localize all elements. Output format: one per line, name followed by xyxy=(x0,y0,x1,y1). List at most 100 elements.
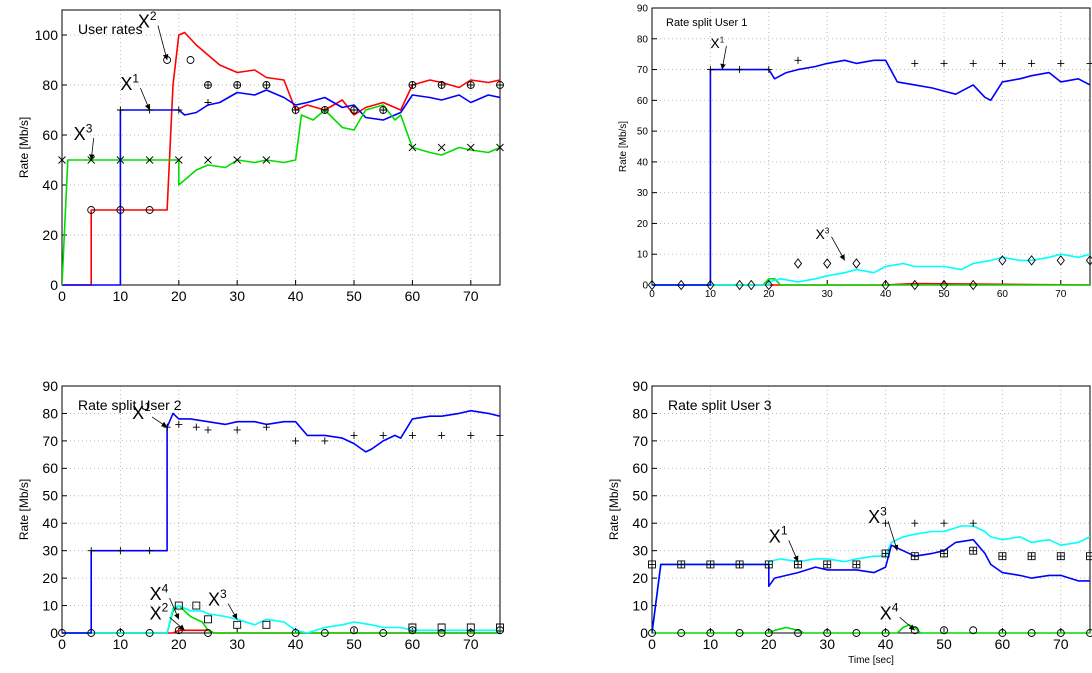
x-tick-label: 60 xyxy=(405,288,421,304)
annotation-arrow xyxy=(788,540,799,562)
annotation-text: X xyxy=(880,603,892,623)
marker xyxy=(408,623,417,632)
y-tick-label: 70 xyxy=(632,433,648,449)
marker xyxy=(116,547,124,555)
y-tick-label: 0 xyxy=(50,277,58,293)
annotation-text: X xyxy=(74,124,86,144)
marker xyxy=(204,629,212,637)
marker xyxy=(677,629,686,637)
marker xyxy=(262,423,270,431)
marker xyxy=(379,629,388,637)
marker xyxy=(940,519,948,527)
marker xyxy=(735,629,744,637)
y-tick-label: 30 xyxy=(632,543,648,559)
marker xyxy=(233,81,242,89)
annotation-arrow xyxy=(157,25,169,61)
x-tick-label: 50 xyxy=(938,289,950,300)
marker xyxy=(466,623,475,632)
marker xyxy=(764,560,773,569)
marker xyxy=(175,106,183,114)
marker xyxy=(87,206,96,214)
marker xyxy=(496,143,504,152)
marker xyxy=(881,549,890,558)
annotation: X3 xyxy=(74,121,93,144)
marker xyxy=(192,423,200,431)
marker xyxy=(174,156,183,164)
marker xyxy=(969,279,978,291)
x-tick-label: 10 xyxy=(113,636,129,652)
marker xyxy=(467,431,475,439)
marker xyxy=(58,156,66,164)
panel-title: Rate split User 2 xyxy=(78,397,182,413)
y-tick-label: 30 xyxy=(637,188,649,199)
annotation: X3 xyxy=(868,505,887,528)
annotation-sup: 2 xyxy=(150,9,157,23)
y-tick-label: 50 xyxy=(637,127,649,138)
marker xyxy=(408,143,417,152)
marker xyxy=(765,66,773,74)
x-tick-label: 20 xyxy=(761,636,777,652)
x-tick-label: 0 xyxy=(649,289,655,300)
marker xyxy=(233,620,242,629)
annotation-arrow xyxy=(151,416,168,428)
marker xyxy=(87,629,96,637)
marker xyxy=(350,106,358,114)
series-line xyxy=(652,59,1090,286)
marker xyxy=(1027,629,1036,637)
marker xyxy=(291,106,300,114)
annotation-sup: 4 xyxy=(892,601,899,615)
annotation-arrow xyxy=(169,616,185,631)
x-tick-label: 0 xyxy=(58,636,66,652)
marker xyxy=(262,620,271,629)
series-line xyxy=(62,89,500,286)
marker xyxy=(379,106,388,114)
marker xyxy=(292,437,300,445)
x-tick-label: 30 xyxy=(819,636,835,652)
y-axis-label: Rate [Mb/s] xyxy=(17,479,31,540)
marker xyxy=(145,629,154,637)
marker xyxy=(677,560,686,569)
marker xyxy=(350,431,358,439)
marker xyxy=(735,560,744,569)
y-tick-label: 40 xyxy=(632,515,648,531)
annotation: X1 xyxy=(132,400,151,423)
series-line xyxy=(62,409,500,634)
annotation-arrow xyxy=(140,87,151,111)
marker xyxy=(881,629,890,637)
annotation-sup: 1 xyxy=(781,524,788,538)
panel: 0 10 20 30 40 50 60 70 0 10 20 30 40 50 60 70 80 90 Rate [… xyxy=(607,378,1092,666)
marker xyxy=(998,629,1007,637)
marker xyxy=(186,56,195,64)
marker xyxy=(823,258,832,269)
y-axis-label: Rate [Mb/s] xyxy=(618,121,629,172)
y-tick-label: 50 xyxy=(42,488,58,504)
marker xyxy=(204,81,212,89)
annotation-sup: 1 xyxy=(132,71,139,85)
y-tick-label: 90 xyxy=(632,378,648,394)
marker xyxy=(852,258,861,269)
marker xyxy=(794,56,802,64)
marker xyxy=(233,156,242,164)
y-tick-label: 10 xyxy=(42,597,58,613)
marker xyxy=(437,629,446,637)
series-line xyxy=(652,525,1090,634)
series-line xyxy=(652,253,1090,286)
x-tick-label: 10 xyxy=(703,636,719,652)
marker xyxy=(291,629,300,637)
y-tick-label: 0 xyxy=(640,625,648,641)
marker xyxy=(438,431,446,439)
marker xyxy=(204,99,212,106)
marker xyxy=(940,59,948,67)
marker xyxy=(145,156,154,164)
annotation-arrow xyxy=(89,137,95,161)
y-tick-label: 70 xyxy=(42,433,58,449)
marker xyxy=(437,81,446,89)
annotation: X1 xyxy=(710,35,724,51)
marker xyxy=(320,629,329,637)
annotation-text: X xyxy=(208,590,220,610)
x-tick-label: 20 xyxy=(171,288,187,304)
annotation: X1 xyxy=(769,524,788,547)
marker xyxy=(1056,552,1065,561)
x-tick-label: 40 xyxy=(288,288,304,304)
axes-frame xyxy=(61,385,501,634)
